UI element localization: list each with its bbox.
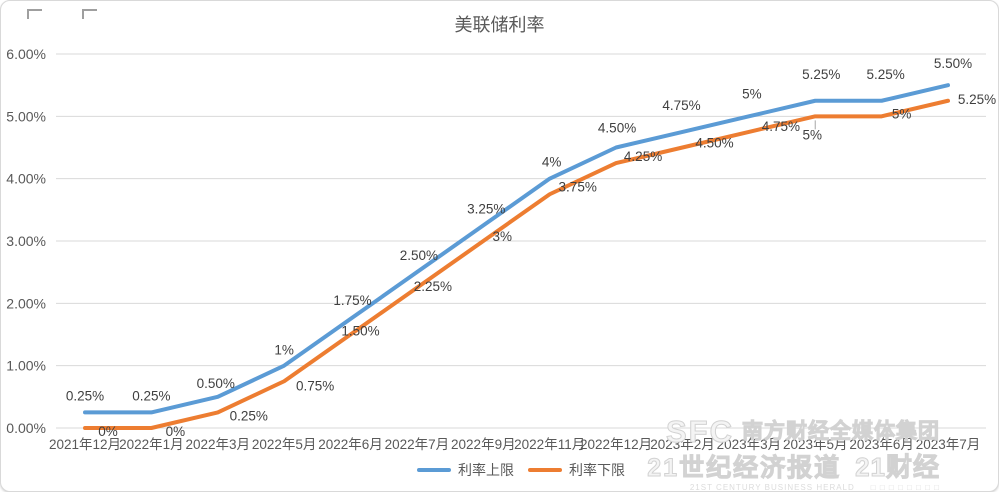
x-tick-label: 2022年1月 <box>119 437 184 452</box>
x-tick-label: 2022年12月 <box>580 437 652 452</box>
x-tick-label: 2022年11月 <box>514 437 585 452</box>
data-label-upper: 0.50% <box>197 376 235 391</box>
data-label-lower: 5% <box>802 127 822 142</box>
chart-title: 美联储利率 <box>454 15 545 35</box>
data-label-upper: 1.75% <box>333 293 371 308</box>
data-label-upper: 4% <box>542 155 562 170</box>
data-label-upper: 5.25% <box>866 67 904 82</box>
cropped-text-artifact <box>82 9 97 19</box>
data-label-upper: 4.50% <box>598 121 636 136</box>
x-tick-label: 2021年12月 <box>49 437 121 452</box>
data-label-upper: 5% <box>742 86 762 101</box>
data-label-lower: 4.50% <box>695 136 733 151</box>
y-tick-label: 4.00% <box>6 171 46 187</box>
x-tick-label: 2022年9月 <box>451 437 516 452</box>
x-tick-label: 2022年3月 <box>185 437 250 452</box>
legend-item-lower: 利率下限 <box>528 460 625 480</box>
x-tick-label: 2023年2月 <box>650 437 715 452</box>
legend-item-upper: 利率上限 <box>417 460 514 480</box>
legend-line-swatch-upper <box>417 468 451 472</box>
x-tick-label: 2023年7月 <box>916 437 981 452</box>
x-tick-label: 2022年6月 <box>318 437 383 452</box>
data-label-upper: 3.25% <box>467 201 505 216</box>
cropped-text-artifact <box>27 9 42 19</box>
data-label-upper: 2.50% <box>400 248 438 263</box>
x-tick-label: 2023年3月 <box>717 437 782 452</box>
y-tick-label: 1.00% <box>6 358 46 374</box>
data-label-lower: 3.75% <box>559 179 597 194</box>
data-label-lower: 4.25% <box>624 149 662 164</box>
data-label-upper: 5.25% <box>802 67 840 82</box>
data-label-lower: 5% <box>892 106 912 121</box>
y-tick-label: 0.00% <box>6 420 46 436</box>
x-tick-label: 2022年5月 <box>252 437 317 452</box>
y-tick-label: 6.00% <box>6 46 46 62</box>
data-label-lower: 1.50% <box>341 324 379 339</box>
data-label-lower: 0% <box>166 424 186 439</box>
x-tick-label: 2023年5月 <box>783 437 848 452</box>
data-label-upper: 0.25% <box>132 388 170 403</box>
legend-label-upper: 利率上限 <box>458 462 514 478</box>
data-label-lower: 5.25% <box>958 92 996 107</box>
y-tick-label: 5.00% <box>6 108 46 124</box>
y-tick-label: 2.00% <box>6 295 46 311</box>
data-label-upper: 4.75% <box>662 98 700 113</box>
series-line-lower <box>83 98 950 430</box>
legend-line-swatch-lower <box>528 468 562 472</box>
x-tick-label: 2023年6月 <box>849 437 914 452</box>
data-label-lower: 2.25% <box>414 279 452 294</box>
data-label-lower: 0% <box>98 424 118 439</box>
data-label-upper: 5.50% <box>934 56 972 71</box>
series-line-upper <box>83 83 950 415</box>
chart-legend: 利率上限 利率下限 <box>56 460 986 480</box>
legend-label-lower: 利率下限 <box>569 462 625 478</box>
data-label-lower: 3% <box>493 229 513 244</box>
data-label-lower: 0.75% <box>296 378 334 393</box>
data-label-lower: 4.75% <box>762 119 800 134</box>
y-tick-label: 3.00% <box>6 233 46 249</box>
data-label-lower: 0.25% <box>230 408 268 423</box>
data-label-upper: 0.25% <box>66 388 104 403</box>
data-label-upper: 1% <box>274 343 294 358</box>
x-tick-label: 2022年7月 <box>385 437 450 452</box>
